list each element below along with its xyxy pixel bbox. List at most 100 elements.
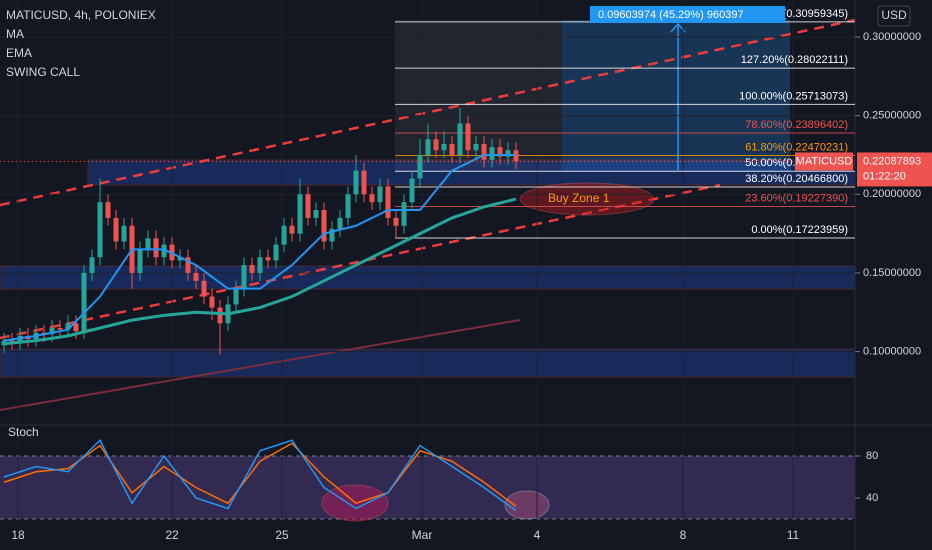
time-label: 25 xyxy=(275,528,289,542)
candle-body xyxy=(265,257,271,261)
fib-label: 100.00%(0.25713073) xyxy=(739,90,848,102)
zone xyxy=(87,159,856,186)
candle-body xyxy=(145,238,151,250)
candle-body xyxy=(465,123,471,151)
candle-body xyxy=(65,323,71,330)
fib-label: 0.00%(0.17223959) xyxy=(751,224,848,236)
candle-body xyxy=(329,228,335,242)
candle-body xyxy=(305,194,311,218)
candle-body xyxy=(377,186,383,203)
candle-body xyxy=(193,272,199,281)
stoch-tick-label: 80 xyxy=(866,450,878,462)
price-tag-text: 0.22087893 xyxy=(863,155,921,167)
candle-body xyxy=(161,244,167,258)
candle-body xyxy=(497,147,503,157)
candle-body xyxy=(201,280,207,297)
indicator: EMA xyxy=(6,46,32,60)
candle-body xyxy=(337,217,343,229)
candle-body xyxy=(105,202,111,218)
measure-label-bg xyxy=(590,6,785,23)
candle-body xyxy=(217,307,223,324)
stoch-k xyxy=(3,438,517,512)
candle-body xyxy=(361,170,367,195)
ema-line xyxy=(3,197,517,346)
time-label: 4 xyxy=(534,528,541,542)
price-tag xyxy=(857,152,932,187)
indicator: SWING CALL xyxy=(6,65,80,79)
measure-label: 0.09603974 (45.29%) 960397 xyxy=(598,9,744,21)
candle-body xyxy=(441,143,447,151)
candle-body xyxy=(313,210,319,218)
candle-body xyxy=(281,225,287,245)
measure-box xyxy=(562,20,790,172)
candle-body xyxy=(209,296,215,308)
currency[interactable]: USD xyxy=(881,8,907,22)
channel-bottom xyxy=(0,183,721,340)
price-tick-label: 0.30000000 xyxy=(863,31,921,43)
candle-body xyxy=(81,272,87,332)
time-label: 18 xyxy=(11,528,25,542)
candle-body xyxy=(73,323,79,332)
stoch-ellipse xyxy=(504,490,550,520)
candle-body xyxy=(417,154,423,179)
indicator: MA xyxy=(6,27,24,41)
candle-body xyxy=(473,143,479,151)
candle-body xyxy=(321,210,327,242)
currency-button[interactable] xyxy=(877,5,911,27)
stoch-tick-label: 40 xyxy=(866,492,878,504)
candle-body xyxy=(241,265,247,289)
price-tick-label: 0.25000000 xyxy=(863,110,921,122)
candle-body xyxy=(409,178,415,203)
price-tick-label: 0.10000000 xyxy=(863,346,921,358)
candle-body xyxy=(505,150,511,157)
candle-body xyxy=(89,257,95,273)
candle-body xyxy=(249,265,255,273)
price-tick-label: 0.15000000 xyxy=(863,267,921,279)
candle-body xyxy=(49,328,55,335)
candle-body xyxy=(393,217,399,226)
candle-body xyxy=(177,257,183,261)
symbol: MATICUSD, 4h, POLONIEX xyxy=(6,8,156,22)
time-label: 8 xyxy=(680,528,687,542)
symbol-tag xyxy=(795,152,853,171)
candle-body xyxy=(489,147,495,160)
fib-label: 61.80%(0.22470231) xyxy=(745,141,848,153)
candle-body xyxy=(353,170,359,195)
candle-body xyxy=(289,225,295,234)
zone xyxy=(0,265,856,290)
candle-body xyxy=(121,225,127,242)
candle-body xyxy=(57,328,63,330)
candle-body xyxy=(273,244,279,261)
candle-body xyxy=(481,143,487,160)
buy-zone-label: Buy Zone 1 xyxy=(548,191,610,205)
candle-body xyxy=(185,257,191,273)
price-tick-label: 0.20000000 xyxy=(863,188,921,200)
time-label: 11 xyxy=(787,528,800,542)
zone xyxy=(0,348,856,378)
candle-body xyxy=(433,139,439,151)
countdown: 01:22:20 xyxy=(863,170,906,182)
time-label: Mar xyxy=(412,528,433,542)
candle-body xyxy=(9,340,15,343)
candle-body xyxy=(401,202,407,226)
candle-body xyxy=(257,257,263,273)
channel-top xyxy=(0,18,856,207)
time-label: 22 xyxy=(165,528,179,542)
candle-body xyxy=(369,194,375,203)
candle-body xyxy=(137,249,143,273)
candle-body xyxy=(97,202,103,258)
candle-body xyxy=(457,123,463,155)
candle-body xyxy=(297,194,303,234)
candle-body xyxy=(425,139,431,155)
candle-body xyxy=(113,217,119,242)
candle-body xyxy=(345,194,351,218)
stoch-d xyxy=(3,442,517,507)
symbol-tag-text: MATICUSD xyxy=(796,155,853,167)
long-ma xyxy=(0,319,521,411)
fib-label: 38.20%(0.20466800) xyxy=(745,173,848,185)
fib-label: 23.60%(0.19227390) xyxy=(745,192,848,204)
candle-body xyxy=(449,143,455,155)
candle-body xyxy=(385,186,391,218)
